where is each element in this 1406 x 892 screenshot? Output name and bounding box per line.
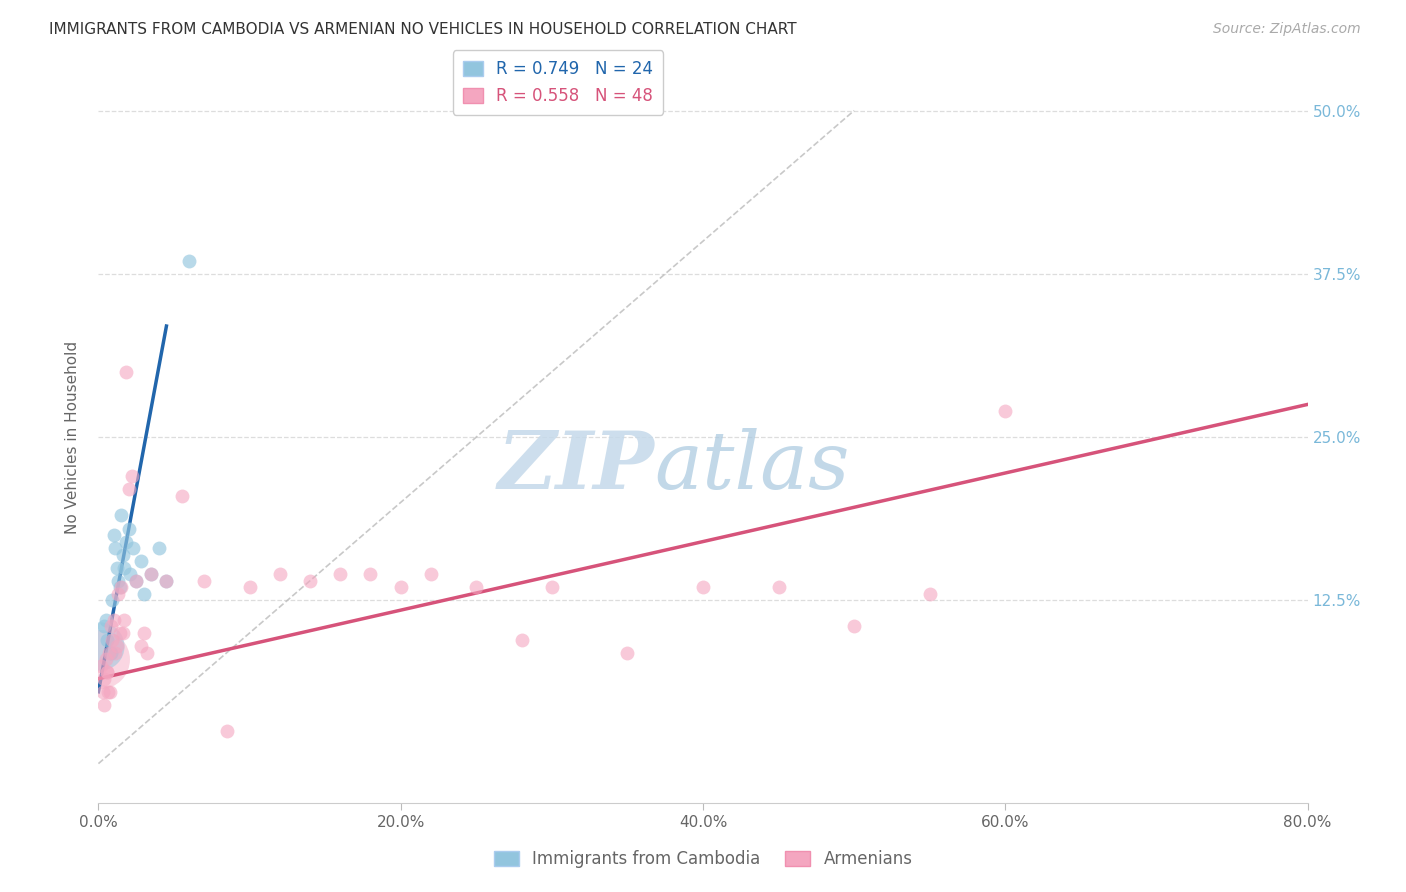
Point <box>120 567 142 582</box>
Point <box>91 685 114 699</box>
Point <box>89 652 111 666</box>
Point <box>104 646 127 660</box>
Point <box>108 580 131 594</box>
Point <box>98 646 121 660</box>
Text: Source: ZipAtlas.com: Source: ZipAtlas.com <box>1213 22 1361 37</box>
Point <box>96 665 118 680</box>
Point <box>108 626 131 640</box>
Point <box>114 365 136 379</box>
Point <box>110 580 132 594</box>
Point <box>132 626 155 640</box>
Point <box>420 567 443 582</box>
Point <box>193 574 215 588</box>
Point <box>100 619 122 633</box>
Point <box>101 593 124 607</box>
Point <box>100 646 122 660</box>
Point <box>111 548 134 562</box>
Point <box>104 541 127 555</box>
Point <box>118 483 141 497</box>
Point <box>179 253 201 268</box>
Point <box>510 632 533 647</box>
Point <box>96 632 118 647</box>
Point <box>111 626 134 640</box>
Point <box>94 652 117 666</box>
Point <box>89 639 111 653</box>
Point <box>148 541 170 555</box>
Point <box>692 580 714 594</box>
Point <box>96 665 118 680</box>
Point <box>90 658 112 673</box>
Legend: Immigrants from Cambodia, Armenians: Immigrants from Cambodia, Armenians <box>486 844 920 875</box>
Point <box>98 685 121 699</box>
Point <box>918 587 941 601</box>
Point <box>299 574 322 588</box>
Point <box>114 534 136 549</box>
Point <box>239 580 262 594</box>
Point <box>107 587 129 601</box>
Point <box>110 508 132 523</box>
Point <box>540 580 562 594</box>
Point <box>101 632 124 647</box>
Text: IMMIGRANTS FROM CAMBODIA VS ARMENIAN NO VEHICLES IN HOUSEHOLD CORRELATION CHART: IMMIGRANTS FROM CAMBODIA VS ARMENIAN NO … <box>49 22 797 37</box>
Point <box>122 541 145 555</box>
Point <box>269 567 291 582</box>
Point <box>112 560 135 574</box>
Point <box>132 587 155 601</box>
Point <box>97 685 120 699</box>
Point <box>103 528 125 542</box>
Point <box>768 580 790 594</box>
Point <box>141 567 163 582</box>
Point <box>360 567 382 582</box>
Point <box>103 613 125 627</box>
Point <box>105 639 128 653</box>
Point <box>170 489 193 503</box>
Point <box>215 723 238 738</box>
Point <box>125 574 148 588</box>
Point <box>93 698 115 712</box>
Point <box>107 574 129 588</box>
Point <box>121 469 143 483</box>
Point <box>616 646 638 660</box>
Point <box>129 554 152 568</box>
Point <box>93 619 115 633</box>
Point <box>118 521 141 535</box>
Point <box>329 567 352 582</box>
Point <box>141 567 163 582</box>
Point <box>94 613 117 627</box>
Point <box>155 574 177 588</box>
Point <box>129 639 152 653</box>
Text: ZIP: ZIP <box>498 427 655 505</box>
Point <box>135 646 157 660</box>
Point <box>125 574 148 588</box>
Point <box>844 619 866 633</box>
Point <box>105 560 128 574</box>
Text: atlas: atlas <box>655 427 851 505</box>
Point <box>389 580 412 594</box>
Point <box>155 574 177 588</box>
Point <box>93 672 115 686</box>
Y-axis label: No Vehicles in Household: No Vehicles in Household <box>65 341 80 533</box>
Point <box>465 580 488 594</box>
Point <box>112 613 135 627</box>
Point <box>994 404 1017 418</box>
